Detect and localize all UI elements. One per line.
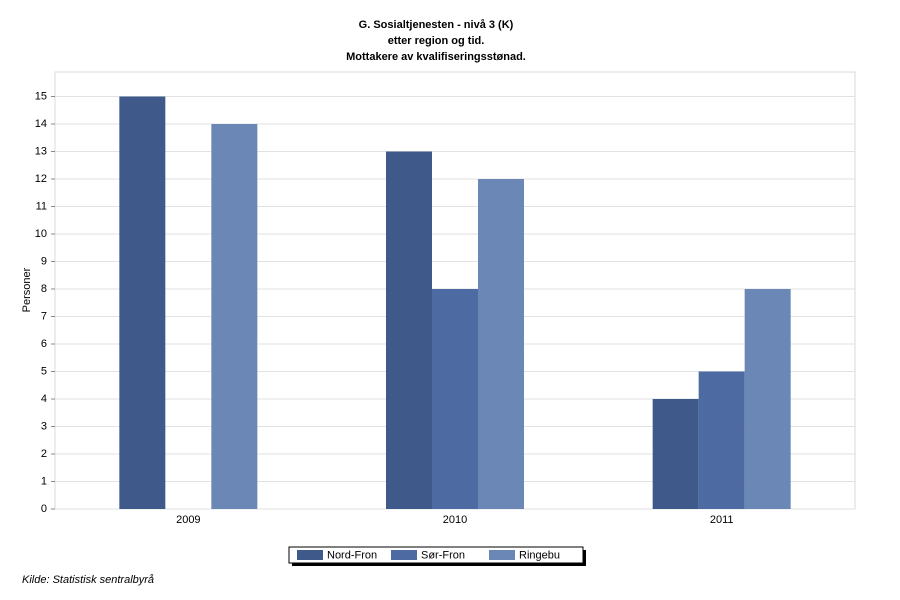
chart-title: etter region og tid.	[388, 35, 485, 47]
y-tick-label: 1	[41, 475, 47, 487]
bar	[432, 289, 478, 509]
y-tick-label: 6	[41, 338, 47, 350]
y-tick-label: 14	[35, 118, 47, 130]
legend-swatch	[489, 550, 515, 560]
y-tick-label: 12	[35, 173, 47, 185]
legend-label: Ringebu	[519, 549, 560, 561]
y-tick-label: 0	[41, 503, 47, 515]
bar	[386, 151, 432, 509]
source: Kilde: Statistisk sentralbyrå	[22, 574, 154, 586]
bar	[211, 124, 258, 509]
y-tick-label: 15	[35, 90, 47, 102]
bar	[119, 96, 166, 509]
y-tick-label: 7	[41, 310, 47, 322]
y-tick-label: 3	[41, 420, 47, 432]
y-tick-label: 5	[41, 365, 47, 377]
bar	[478, 179, 524, 509]
legend-label: Sør-Fron	[421, 549, 465, 561]
x-tick-label: 2011	[710, 514, 734, 526]
y-tick-label: 2	[41, 448, 47, 460]
y-tick-label: 9	[41, 255, 47, 267]
bar	[652, 399, 699, 509]
x-tick-label: 2009	[176, 514, 200, 526]
chart-title: Mottakere av kvalifiseringsstønad.	[346, 51, 526, 63]
chart-title: G. Sosialtjenesten - nivå 3 (K)	[359, 19, 514, 31]
y-axis-label: Personer	[21, 267, 33, 312]
y-tick-label: 8	[41, 283, 47, 295]
x-tick-label: 2010	[443, 514, 467, 526]
legend-label: Nord-Fron	[327, 549, 377, 561]
legend-swatch	[297, 550, 323, 560]
bar	[698, 371, 745, 509]
y-tick-label: 11	[36, 200, 47, 212]
legend-swatch	[391, 550, 417, 560]
y-tick-label: 10	[35, 228, 47, 240]
y-tick-label: 13	[35, 145, 47, 157]
y-tick-label: 4	[41, 393, 47, 405]
bar	[744, 289, 791, 509]
